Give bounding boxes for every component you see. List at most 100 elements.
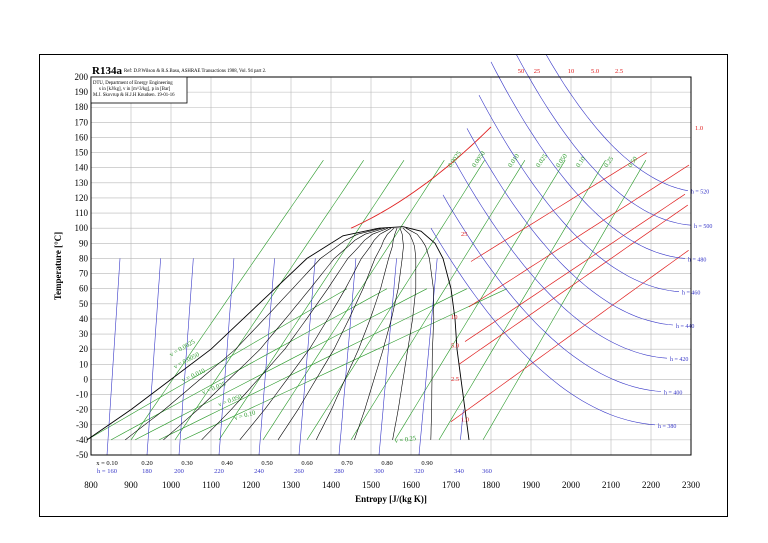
enthalpy-label: 280 (334, 468, 344, 475)
x-tick-label: 1100 (202, 480, 220, 490)
volume-label: v = 0.25 (394, 435, 416, 445)
x-axis-label: Entropy [J/(kg K)] (355, 494, 427, 504)
volume-top-label: 0.10 (575, 156, 587, 169)
y-tick-label: 90 (79, 238, 89, 248)
x-tick-label: 1600 (402, 480, 421, 490)
x-tick-label: 1300 (282, 480, 301, 490)
quality-label: 0.70 (341, 460, 352, 467)
pressure-label: 2.5 (451, 376, 459, 383)
pressure-top-label: 5.0 (591, 68, 599, 75)
isenthalp-line (378, 258, 397, 456)
enthalpy-label: 220 (214, 468, 224, 475)
pressure-right-label: 1.0 (695, 125, 703, 132)
header-box: R134a Ref: D.P.Wilson & R.S.Basu, ASHRAE… (90, 65, 266, 104)
y-tick-label: 70 (79, 269, 89, 279)
labels: 800 900 1000 1100 1200 1300 1400 1500 1600 1700 18… (75, 68, 713, 490)
volume-top-label: 0.050 (555, 153, 569, 169)
enthalpy-label: 340 (454, 468, 464, 475)
enthalpy-label: 320 (414, 468, 424, 475)
enthalpy-label: 180 (142, 468, 152, 475)
isenthalp-label: h = 420 (670, 357, 688, 363)
pressure-top-label: 10 (568, 68, 575, 75)
volume-label: v = 0.10 (234, 409, 257, 422)
quality-line (201, 227, 389, 441)
y-tick-label: 160 (75, 132, 89, 142)
x-tick-label: 1000 (162, 480, 181, 490)
isenthalp-label: h = 400 (664, 390, 682, 396)
pressure-top-label: 50 (518, 68, 525, 75)
isenthalp-label: h = 480 (688, 257, 706, 263)
isenthalp-line (466, 128, 674, 326)
y-tick-label: 100 (75, 223, 89, 233)
quality-line (163, 227, 386, 441)
isenthalp-line (146, 258, 161, 456)
quality-label: 0.20 (141, 460, 152, 467)
isenthalp-line (478, 94, 680, 292)
isenthalp-line (106, 258, 121, 456)
quality-label: 0.30 (181, 460, 192, 467)
saturated-vapor-line (402, 226, 470, 440)
x-tick-label: 1500 (362, 480, 381, 490)
isenthalp-line (516, 55, 692, 226)
y-tick-label: -40 (76, 435, 88, 445)
isenthalp-line (298, 258, 316, 456)
y-tick-label: 40 (79, 314, 89, 324)
grid (90, 76, 692, 456)
volume-label: v = 0.010 (181, 367, 206, 384)
volume-label: v = 0.050 (217, 393, 243, 408)
quality-line (125, 227, 383, 441)
isochor-line (174, 160, 364, 441)
x-tick-label: 1400 (322, 480, 341, 490)
author-line: M.J. Skovrup & H.J.H Knudsen. 19-01-16 (93, 93, 175, 98)
y-tick-label: 20 (79, 344, 89, 354)
y-tick-label: 130 (75, 178, 89, 188)
isenthalp-label: h = 500 (694, 224, 712, 230)
page-frame: 800 900 1000 1100 1200 1300 1400 1500 1600 1700 18… (39, 54, 728, 517)
y-tick-label: 190 (75, 87, 89, 97)
y-tick-label: 30 (79, 329, 89, 339)
isochor-line (350, 160, 526, 441)
pressure-label: 10 (451, 314, 458, 321)
y-tick-label: -10 (76, 390, 88, 400)
pressure-top-label: 2.5 (615, 68, 623, 75)
quality-line (277, 227, 395, 441)
x-tick-label: 1900 (522, 480, 541, 490)
pressure-top-label: 25 (534, 68, 541, 75)
y-tick-label: -50 (76, 450, 88, 460)
isobar-line (458, 204, 688, 365)
x-tick-label: 900 (124, 480, 138, 490)
department-line: DTU, Department of Energy Engineering (93, 81, 173, 86)
isenthalp-line (442, 194, 662, 392)
isochor-line (134, 288, 428, 441)
volume-top-label: 0.25 (603, 156, 615, 169)
quality-label: 0.80 (381, 460, 392, 467)
reference-line: Ref: D.P.Wilson & R.S.Basu, ASHRAE Trans… (124, 69, 266, 74)
y-tick-label: 140 (75, 163, 89, 173)
pressure-label: 1.0 (461, 417, 469, 424)
chart-title: R134a (92, 65, 122, 77)
isenthalp-line (460, 409, 464, 440)
volume-top-label: 0.010 (507, 153, 521, 169)
isochor-line (110, 288, 388, 441)
isolines (86, 55, 692, 456)
isenthalp-line (418, 258, 438, 456)
y-axis-label: Temperature [°C] (53, 232, 63, 300)
isobar-line (470, 152, 648, 262)
enthalpy-label: 200 (174, 468, 184, 475)
enthalpy-label: 300 (374, 468, 384, 475)
quality-line (354, 228, 404, 440)
enthalpy-label: 260 (294, 468, 304, 475)
quality-line (239, 227, 392, 441)
y-tick-label: -30 (76, 420, 88, 430)
x-tick-label: 2000 (562, 480, 581, 490)
ts-diagram: 800 900 1000 1100 1200 1300 1400 1500 1600 1700 18… (53, 55, 713, 504)
x-tick-label: 1800 (482, 480, 501, 490)
y-tick-label: 120 (75, 193, 89, 203)
y-tick-label: 80 (79, 253, 89, 263)
isochor-line (130, 160, 324, 441)
quality-label: 0.60 (301, 460, 312, 467)
isobar-line (450, 250, 689, 422)
quality-label: 0.50 (261, 460, 272, 467)
x-tick-label: 2100 (602, 480, 621, 490)
isenthalp-label: h = 380 (658, 424, 676, 430)
